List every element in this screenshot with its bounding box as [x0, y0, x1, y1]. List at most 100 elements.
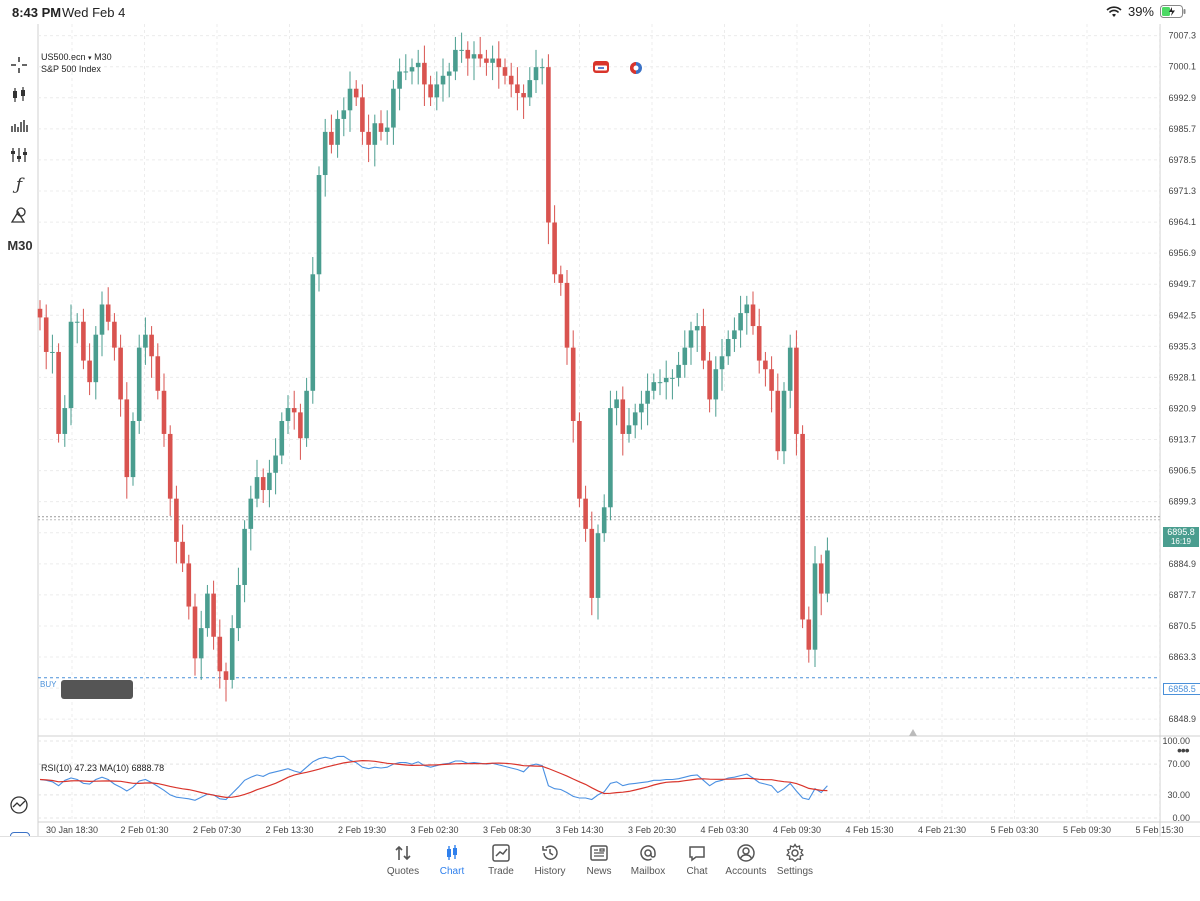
price-axis-label: 7007.3 — [1168, 31, 1196, 41]
price-axis-label: 6877.7 — [1168, 590, 1196, 600]
battery-percent: 39% — [1127, 4, 1154, 19]
indicators-icon[interactable] — [6, 112, 32, 138]
candle-body — [366, 131, 371, 145]
tab-quotes[interactable]: Quotes — [376, 843, 430, 877]
tab-settings-label: Settings — [776, 866, 814, 877]
tab-history[interactable]: History — [523, 843, 577, 877]
candle-body — [428, 84, 433, 98]
candle-body — [397, 71, 402, 89]
timeframe-button[interactable]: M30 — [7, 237, 33, 253]
candle-body — [260, 477, 266, 491]
candle-body — [465, 49, 471, 59]
rsi-line — [39, 755, 828, 801]
tab-history-label: History — [534, 866, 566, 877]
candle-body — [403, 71, 409, 73]
candle-body — [738, 313, 743, 331]
candle-body — [713, 369, 719, 400]
candle-body — [552, 222, 557, 275]
accounts-icon — [737, 844, 755, 862]
price-axis-label: 6956.9 — [1168, 248, 1196, 258]
chart-area[interactable]: 7007.3 7000.1 6992.9 6985.7 6978.5 6971.3 6964… — [0, 24, 1200, 852]
tab-accounts[interactable]: Accounts — [719, 843, 773, 877]
candle-body — [409, 67, 415, 72]
buy-order-box[interactable] — [61, 680, 133, 699]
price-axis-label: 6884.9 — [1168, 559, 1196, 569]
history-icon — [542, 845, 558, 860]
tab-chat[interactable]: Chat — [670, 843, 724, 877]
candle-body — [515, 84, 520, 94]
candle-body — [149, 334, 154, 357]
candle-body — [539, 67, 545, 69]
time-axis-label: 4 Feb 09:30 — [773, 825, 821, 835]
candle-body — [415, 62, 421, 68]
crosshair-icon[interactable] — [6, 52, 32, 78]
candle-body — [143, 334, 148, 348]
time-axis-label: 2 Feb 07:30 — [193, 825, 241, 835]
tab-chart[interactable]: Chart — [425, 843, 479, 877]
buy-price: 6858.5 — [1168, 684, 1196, 694]
tab-news[interactable]: News — [572, 843, 626, 877]
candlestick-type-icon[interactable] — [6, 82, 32, 108]
more-options-icon[interactable]: ••• — [1177, 742, 1190, 758]
candle-body — [248, 498, 254, 529]
candle-body — [682, 347, 688, 365]
tab-news-label: News — [586, 866, 612, 877]
candle-body — [812, 563, 818, 650]
price-axis-label: 6863.3 — [1168, 652, 1196, 662]
candle-body — [81, 321, 86, 361]
price-chart[interactable]: 7007.3 7000.1 6992.9 6985.7 6978.5 6971.3 6964… — [0, 24, 1200, 836]
wifi-icon — [1106, 5, 1122, 17]
candle-body — [502, 67, 508, 76]
price-axis-label: 6920.9 — [1168, 403, 1196, 413]
candle-body — [490, 58, 495, 63]
settings-icon — [785, 843, 805, 863]
candle-body — [174, 498, 179, 542]
indicator-window-icon[interactable] — [6, 792, 32, 818]
time-axis-label: 3 Feb 20:30 — [628, 825, 676, 835]
symbol-info[interactable]: US500.ecn ▾ M30 S&P 500 Index — [41, 52, 112, 74]
candle-body — [130, 420, 136, 478]
candle-body — [136, 347, 142, 421]
candle-body — [335, 118, 340, 145]
price-axis-label: 6942.5 — [1168, 310, 1196, 320]
candle-body — [657, 382, 663, 384]
tab-accounts-label: Accounts — [725, 866, 767, 877]
time-axis-label: 4 Feb 21:30 — [918, 825, 966, 835]
signal-indicator-icon[interactable] — [628, 61, 644, 74]
settings-sliders-icon[interactable] — [6, 142, 32, 168]
candle-body — [372, 123, 378, 145]
news-icon — [590, 845, 608, 861]
candle-countdown: 16:19 — [1170, 537, 1192, 546]
rsi-level-label: 100.00 — [1162, 736, 1190, 746]
candle-body — [353, 88, 359, 98]
left-toolbar: ƒ M30 — [0, 48, 38, 860]
tab-quotes-label: Quotes — [386, 866, 420, 877]
candle-body — [316, 175, 322, 275]
one-click-trading-icon[interactable] — [593, 61, 609, 73]
symbol-name[interactable]: US500.ecn — [41, 52, 86, 62]
rsi-level-label: 70.00 — [1167, 759, 1190, 769]
tab-settings[interactable]: Settings — [768, 843, 822, 877]
bottom-tab-bar: Quotes Chart Trade History News Mailbox … — [0, 836, 1200, 901]
candle-body — [825, 550, 830, 594]
tab-trade[interactable]: Trade — [474, 843, 528, 877]
tab-chart-label: Chart — [439, 866, 465, 877]
candle-body — [291, 408, 297, 413]
time-axis-label: 5 Feb 03:30 — [990, 825, 1038, 835]
candle-body — [725, 339, 731, 357]
candle-body — [446, 71, 452, 76]
candle-body — [161, 390, 167, 434]
tab-mailbox[interactable]: Mailbox — [621, 843, 675, 877]
candle-body — [645, 390, 650, 404]
candle-body — [620, 399, 626, 434]
candle-body — [68, 321, 74, 409]
time-axis-label: 5 Feb 09:30 — [1063, 825, 1111, 835]
candle-body — [453, 49, 458, 72]
candle-body — [583, 498, 588, 529]
status-bar: 8:43 PM Wed Feb 4 39% — [0, 0, 1200, 24]
objects-icon[interactable] — [6, 202, 32, 228]
candle-body — [62, 408, 68, 434]
function-icon[interactable]: ƒ — [15, 175, 23, 195]
candle-body — [577, 420, 582, 499]
candle-body — [273, 455, 278, 473]
